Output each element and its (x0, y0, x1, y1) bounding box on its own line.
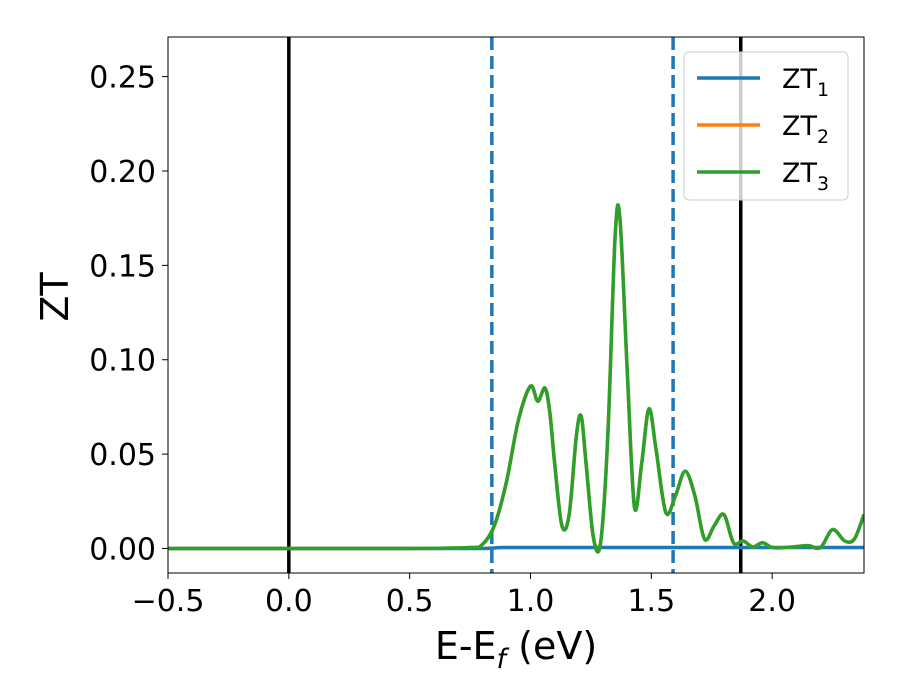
legend: ZT1 ZT2 ZT3 (683, 51, 849, 201)
series-layer (168, 203, 864, 554)
y-tick-label: 0.10 (89, 344, 156, 379)
x-axis-label: E-Ef (eV) (435, 624, 597, 675)
y-axis-label: ZT (33, 272, 77, 322)
y-axis: 0.00 0.05 0.10 0.15 0.20 0.25 (89, 61, 168, 567)
x-tick-label: 1.0 (507, 584, 555, 619)
x-tick-label: 0.5 (386, 584, 434, 619)
legend-label-zt3: ZT3 (782, 158, 829, 195)
y-tick-label: 0.20 (89, 155, 156, 190)
x-tick-label: 2.0 (748, 584, 796, 619)
x-axis-label-unit: (eV) (506, 624, 597, 668)
legend-box (683, 51, 849, 201)
y-tick-label: 0.00 (89, 532, 156, 567)
x-tick-label: −0.5 (132, 584, 205, 619)
legend-label-zt2: ZT2 (782, 111, 829, 148)
series-line-zt3 (168, 203, 864, 554)
legend-label-zt1: ZT1 (782, 64, 829, 101)
plot-frame (167, 36, 865, 574)
x-tick-label: 1.5 (627, 584, 675, 619)
y-tick-label: 0.15 (89, 249, 156, 284)
y-tick-label: 0.05 (89, 438, 156, 473)
x-tick-label: 0.0 (265, 584, 313, 619)
y-tick-label: 0.25 (89, 61, 156, 96)
x-axis: −0.5 0.0 0.5 1.0 1.5 2.0 (132, 573, 796, 619)
